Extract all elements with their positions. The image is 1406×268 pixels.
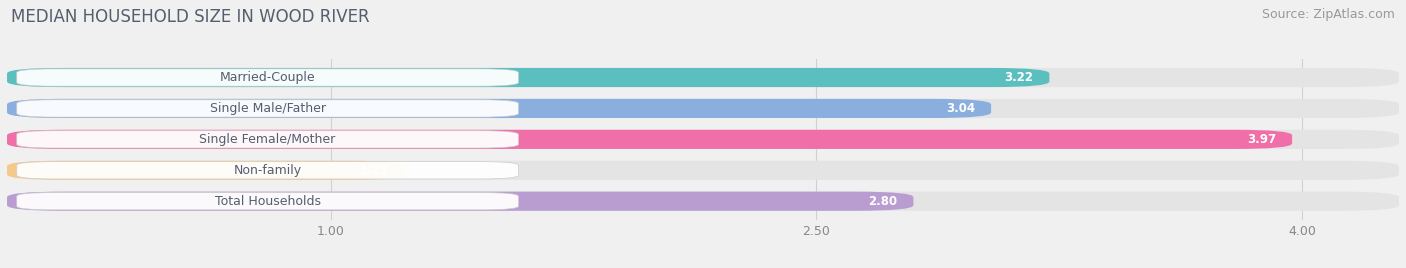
Text: 1.23: 1.23 [360, 164, 389, 177]
Text: Source: ZipAtlas.com: Source: ZipAtlas.com [1261, 8, 1395, 21]
Text: MEDIAN HOUSEHOLD SIZE IN WOOD RIVER: MEDIAN HOUSEHOLD SIZE IN WOOD RIVER [11, 8, 370, 26]
Text: Non-family: Non-family [233, 164, 302, 177]
FancyBboxPatch shape [7, 130, 1292, 149]
FancyBboxPatch shape [17, 69, 519, 86]
FancyBboxPatch shape [7, 68, 1399, 87]
FancyBboxPatch shape [17, 131, 519, 148]
FancyBboxPatch shape [17, 192, 519, 210]
FancyBboxPatch shape [7, 161, 1399, 180]
FancyBboxPatch shape [7, 192, 1399, 211]
Text: 3.97: 3.97 [1247, 133, 1277, 146]
Text: 3.04: 3.04 [946, 102, 974, 115]
FancyBboxPatch shape [17, 162, 519, 179]
Text: Single Female/Mother: Single Female/Mother [200, 133, 336, 146]
FancyBboxPatch shape [7, 99, 991, 118]
Text: 3.22: 3.22 [1004, 71, 1033, 84]
FancyBboxPatch shape [17, 100, 519, 117]
Text: Total Households: Total Households [215, 195, 321, 208]
FancyBboxPatch shape [7, 130, 1399, 149]
FancyBboxPatch shape [7, 99, 1399, 118]
FancyBboxPatch shape [7, 161, 405, 180]
FancyBboxPatch shape [7, 192, 914, 211]
Text: Single Male/Father: Single Male/Father [209, 102, 326, 115]
Text: Married-Couple: Married-Couple [219, 71, 315, 84]
Text: 2.80: 2.80 [868, 195, 897, 208]
FancyBboxPatch shape [7, 68, 1049, 87]
